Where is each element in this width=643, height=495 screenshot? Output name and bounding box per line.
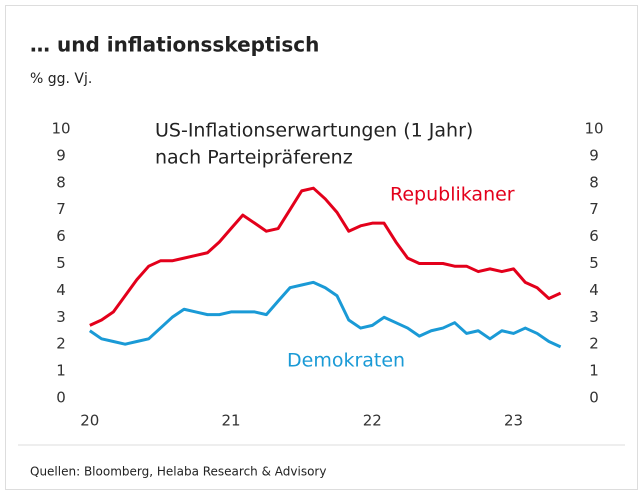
y2-tick-label: 5 — [589, 254, 599, 272]
y2-tick-label: 3 — [589, 308, 599, 326]
unit-label: % gg. Vj. — [30, 71, 92, 87]
y2-tick-label: 2 — [589, 335, 599, 353]
x-tick-label: 23 — [504, 412, 523, 430]
y-tick-label: 6 — [56, 227, 66, 245]
y2-tick-label: 7 — [589, 200, 599, 218]
y-tick-label: 2 — [56, 335, 66, 353]
y2-tick-label: 1 — [589, 362, 599, 380]
y2-tick-label: 6 — [589, 227, 599, 245]
y-tick-label: 4 — [56, 281, 66, 299]
chart-title: US-Inflationserwartungen (1 Jahr) — [155, 120, 473, 142]
source: Quellen: Bloomberg, Helaba Research & Ad… — [30, 465, 326, 479]
chart-title: nach Parteipräferenz — [155, 147, 353, 169]
series-line — [89, 186, 562, 327]
x-tick-label: 22 — [363, 412, 382, 430]
x-tick-label: 20 — [80, 412, 99, 430]
y-tick-label: 1 — [56, 362, 66, 380]
y-tick-label: 0 — [56, 389, 66, 407]
y2-tick-label: 9 — [589, 146, 599, 164]
y-tick-label: 8 — [56, 173, 66, 191]
y-tick-label: 10 — [51, 120, 70, 138]
card-border — [5, 5, 638, 490]
series-label: Demokraten — [287, 350, 405, 372]
y-tick-label: 7 — [56, 200, 66, 218]
y-tick-label: 9 — [56, 146, 66, 164]
x-tick-label: 21 — [222, 412, 241, 430]
y-tick-label: 5 — [56, 254, 66, 272]
page-title: … und inflationsskeptisch — [30, 33, 319, 57]
y2-tick-label: 8 — [589, 173, 599, 191]
y-tick-label: 3 — [56, 308, 66, 326]
series-label: Republikaner — [390, 184, 515, 206]
y2-tick-label: 10 — [584, 120, 603, 138]
y2-tick-label: 0 — [589, 389, 599, 407]
series-line — [88, 280, 562, 349]
y2-tick-label: 4 — [589, 281, 599, 299]
